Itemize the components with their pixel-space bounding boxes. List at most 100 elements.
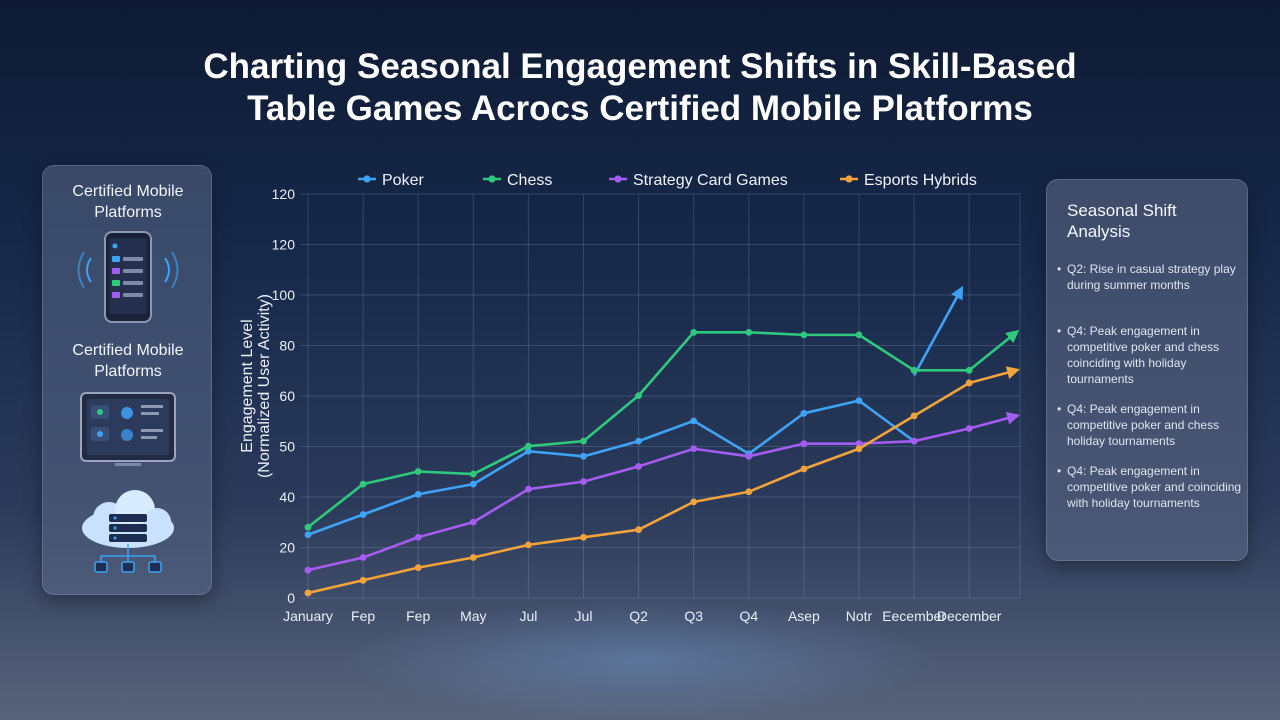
- data-point: [304, 566, 312, 574]
- data-point: [469, 480, 477, 488]
- chart-legend: Poker Chess Strategy Card Games Esports Hyb…: [358, 172, 977, 189]
- data-point: [855, 397, 863, 405]
- analysis-title: Seasonal Shift Analysis: [1067, 201, 1177, 241]
- platforms-label-2: Certified Mobile Platforms: [72, 342, 184, 380]
- x-tick-label: Notr: [846, 608, 873, 624]
- trend-arrow: [968, 366, 1021, 385]
- legend-swatch-dot: [614, 175, 622, 183]
- analysis-bullet: • Q4: Peak engagement in competitive poke…: [1057, 401, 1245, 449]
- data-point: [580, 478, 587, 486]
- data-point: [690, 328, 698, 336]
- analysis-panel: Seasonal Shift Analysis • Q2: Rise in cas…: [1046, 179, 1248, 561]
- data-point: [359, 554, 367, 561]
- data-point: [414, 564, 422, 572]
- x-tick-label: Q3: [684, 608, 703, 624]
- analysis-bullet-text: Q4: Peak engagement in competitive poker…: [1067, 464, 1242, 510]
- x-tick-label: January: [283, 608, 333, 624]
- x-tick-label: Q4: [739, 608, 758, 624]
- data-point: [304, 523, 312, 531]
- smartphone-icon: [77, 231, 179, 323]
- y-tick-label: 50: [279, 439, 295, 455]
- y-axis-label: Engagement Level(Normalized User Activit…: [239, 294, 273, 478]
- y-axis-label-line: (Normalized User Activity): [256, 294, 273, 478]
- y-tick-label: 0: [287, 590, 295, 606]
- x-tick-label: Eecember: [882, 608, 946, 624]
- data-point: [910, 366, 918, 374]
- analysis-bullet: • Q4: Peak engagement in competitive poke…: [1057, 323, 1245, 387]
- analysis-bullet-text: Q4: Peak engagement in competitive poker…: [1067, 402, 1220, 448]
- data-point: [304, 589, 312, 597]
- data-point: [469, 554, 477, 561]
- data-point: [800, 409, 808, 417]
- data-point: [690, 498, 698, 506]
- x-axis-ticks: January Fep Fep May Jul Jul Q2 Q3 Q4 Asep Notr Eece…: [283, 608, 1002, 624]
- data-point: [745, 328, 753, 336]
- x-tick-label: May: [460, 608, 486, 624]
- data-point: [690, 417, 698, 425]
- x-tick-label: Jul: [575, 608, 593, 624]
- chart-grid: [300, 193, 1021, 599]
- data-point: [745, 488, 753, 496]
- legend-label: Poker: [382, 172, 424, 189]
- data-point: [525, 442, 532, 450]
- analysis-bullet: • Q2: Rise in casual strategy play during…: [1057, 261, 1245, 293]
- data-point: [745, 452, 753, 460]
- data-point: [855, 440, 863, 448]
- analysis-bullet-text: Q4: Peak engagement in competitive poker…: [1067, 324, 1220, 386]
- data-point: [414, 533, 422, 541]
- data-point: [414, 490, 422, 498]
- platforms-label-1: Certified Mobile Platforms: [72, 183, 184, 221]
- legend-swatch-dot: [845, 175, 853, 183]
- data-point: [469, 470, 477, 478]
- y-tick-label: 120: [272, 186, 296, 202]
- data-point: [525, 447, 532, 455]
- data-point: [359, 511, 367, 518]
- x-tick-label: Q2: [629, 608, 648, 624]
- data-point: [580, 437, 587, 445]
- data-point: [855, 445, 863, 453]
- chart-series: [304, 285, 1021, 597]
- data-point: [359, 480, 367, 488]
- data-point: [414, 468, 422, 475]
- trend-arrow: [968, 411, 1021, 430]
- legend-swatch-dot: [363, 175, 371, 183]
- legend-label: Strategy Card Games: [633, 172, 788, 189]
- title-line-1: Charting Seasonal Engagement Shifts in S…: [203, 47, 1077, 86]
- data-point: [635, 463, 642, 470]
- analysis-bullet-text: Q2: Rise in casual strategy play during …: [1067, 262, 1236, 292]
- data-point: [910, 412, 918, 420]
- tablet-icon: [80, 392, 176, 466]
- x-tick-label: December: [937, 608, 1002, 624]
- y-tick-label: 20: [279, 540, 295, 556]
- data-point: [580, 533, 587, 541]
- data-point: [800, 440, 808, 448]
- y-tick-label: 100: [272, 287, 296, 303]
- platforms-panel: Certified Mobile Platforms Certified Mob…: [42, 165, 212, 595]
- x-tick-label: Asep: [788, 608, 820, 624]
- data-point: [580, 452, 587, 460]
- legend-label: Esports Hybrids: [864, 172, 977, 189]
- y-tick-label: 40: [279, 489, 295, 505]
- chart-title: Charting Seasonal Engagement Shifts in S…: [140, 46, 1140, 130]
- data-point: [304, 531, 312, 539]
- y-tick-label: 120: [272, 237, 296, 253]
- y-axis-label-line: Engagement Level: [239, 319, 256, 452]
- y-tick-label: 60: [279, 388, 295, 404]
- data-point: [855, 331, 863, 339]
- data-point: [800, 465, 808, 473]
- legend-swatch-dot: [488, 175, 496, 183]
- data-point: [910, 437, 918, 445]
- trend-arrow: [968, 329, 1020, 372]
- analysis-bullet: • Q4: Peak engagement in competitive poke…: [1057, 463, 1245, 511]
- data-point: [525, 541, 532, 549]
- cloud-server-icon: [82, 490, 174, 573]
- data-point: [525, 485, 532, 493]
- data-point: [469, 518, 477, 526]
- series-line-0: [307, 399, 915, 536]
- data-point: [635, 392, 642, 399]
- data-point: [690, 445, 698, 453]
- data-point: [800, 331, 808, 339]
- floor-glow: [340, 600, 940, 720]
- y-axis-ticks: 0 20 40 50 60 80 100 120 120: [272, 186, 296, 606]
- x-tick-label: Jul: [519, 608, 537, 624]
